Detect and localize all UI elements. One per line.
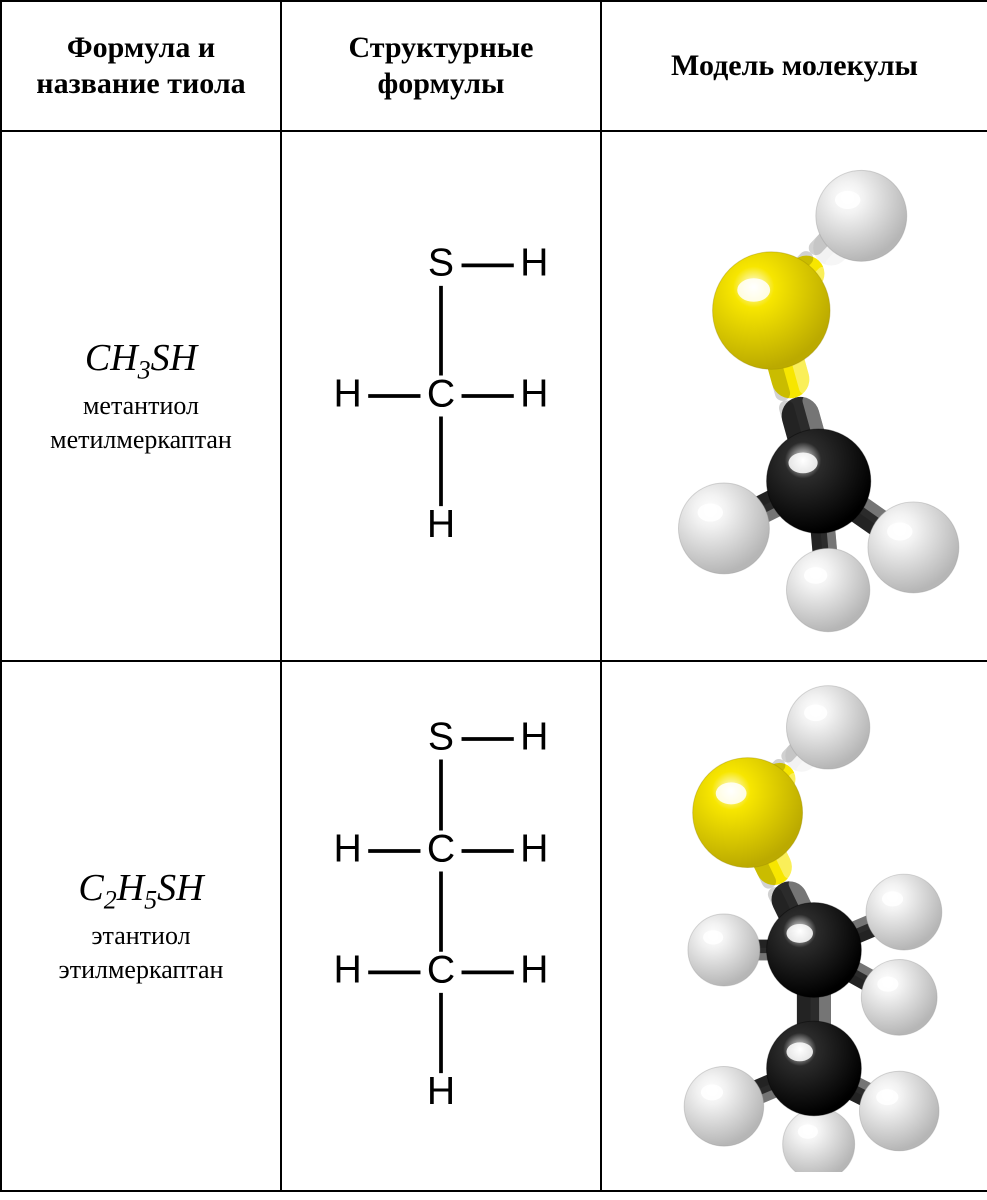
chemical-formula: CH3SH bbox=[10, 335, 272, 387]
compound-name: этилмеркаптан bbox=[10, 954, 272, 987]
compound-name: этантиол bbox=[10, 920, 272, 953]
header-model: Модель молекулы bbox=[601, 1, 987, 131]
thiols-table: Формула и название тиола Структурные фор… bbox=[0, 0, 987, 1192]
formula-name-cell: C2H5SHэтантиолэтилмеркаптан bbox=[1, 661, 281, 1191]
svg-text:H: H bbox=[334, 949, 362, 992]
svg-text:C: C bbox=[427, 828, 455, 871]
svg-text:H: H bbox=[520, 242, 548, 285]
svg-text:H: H bbox=[520, 716, 548, 759]
compound-name: метантиол bbox=[10, 390, 272, 423]
svg-text:H: H bbox=[334, 372, 362, 415]
table-row: CH3SHметантиолметилмеркаптан S H C H H H bbox=[1, 131, 987, 661]
svg-text:H: H bbox=[427, 1070, 455, 1113]
svg-text:H: H bbox=[334, 828, 362, 871]
svg-text:S: S bbox=[428, 242, 454, 285]
structural-formula-cell: S H C H H H bbox=[281, 131, 601, 661]
chemical-formula: C2H5SH bbox=[10, 865, 272, 917]
svg-text:H: H bbox=[520, 828, 548, 871]
svg-text:H: H bbox=[520, 372, 548, 415]
molecule-model-cell bbox=[601, 661, 987, 1191]
svg-text:C: C bbox=[427, 372, 455, 415]
structural-formula-cell: S H C H H C H H H bbox=[281, 661, 601, 1191]
svg-text:H: H bbox=[427, 503, 455, 546]
header-formula-name: Формула и название тиола bbox=[1, 1, 281, 131]
svg-text:H: H bbox=[520, 949, 548, 992]
compound-name: метилмеркаптан bbox=[10, 424, 272, 457]
formula-name-cell: CH3SHметантиолметилмеркаптан bbox=[1, 131, 281, 661]
table-row: C2H5SHэтантиолэтилмеркаптан S H C H H C H H H bbox=[1, 661, 987, 1191]
table-header-row: Формула и название тиола Структурные фор… bbox=[1, 1, 987, 131]
molecule-model-cell bbox=[601, 131, 987, 661]
svg-text:C: C bbox=[427, 949, 455, 992]
svg-text:S: S bbox=[428, 716, 454, 759]
header-structural: Структурные формулы bbox=[281, 1, 601, 131]
